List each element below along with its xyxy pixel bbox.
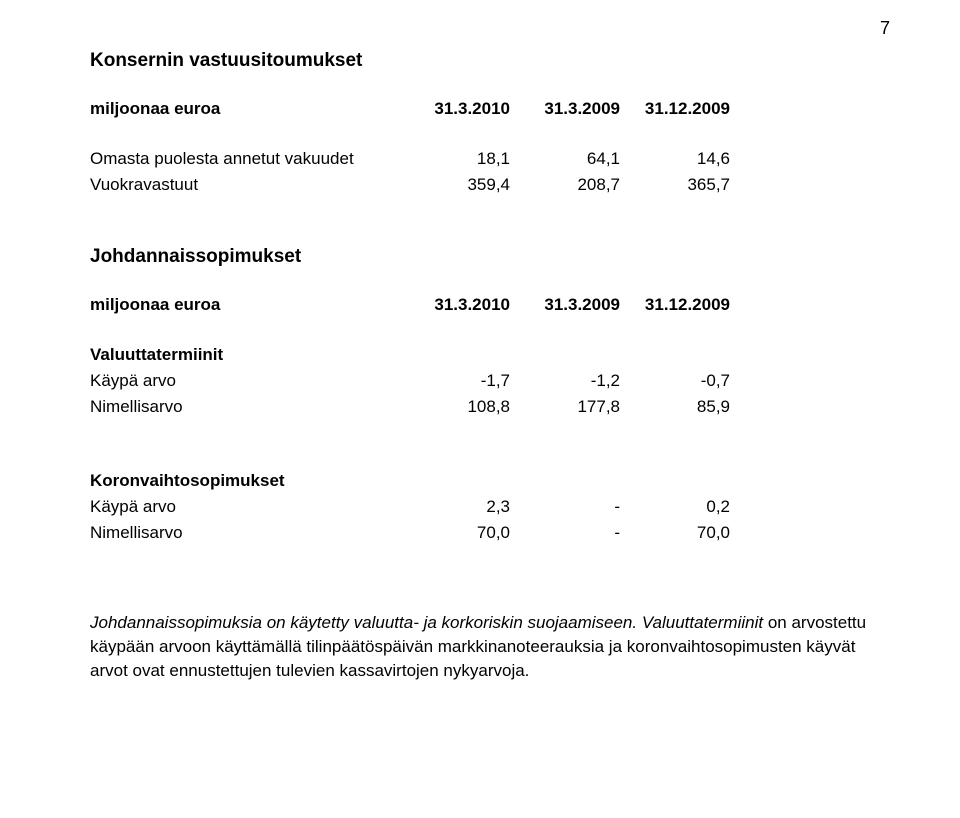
row-label: Omasta puolesta annetut vakuudet: [90, 146, 400, 172]
header-col: 31.3.2010: [400, 96, 510, 122]
table-row: Nimellisarvo 70,0 - 70,0: [90, 520, 730, 546]
cell: 208,7: [510, 172, 620, 198]
header-col: 31.12.2009: [620, 96, 730, 122]
row-label: Nimellisarvo: [90, 520, 400, 546]
header-col: 31.3.2009: [510, 96, 620, 122]
cell: 14,6: [620, 146, 730, 172]
cell: -: [510, 520, 620, 546]
cell: 70,0: [620, 520, 730, 546]
cell: 108,8: [400, 394, 510, 420]
narrative-italic-lead: Johdannaissopimuksia on käytetty valuutt…: [90, 613, 763, 632]
header-label: miljoonaa euroa: [90, 96, 400, 122]
cell: 2,3: [400, 494, 510, 520]
swaps-subheader: Koronvaihtosopimukset: [90, 468, 730, 494]
commitments-table: miljoonaa euroa 31.3.2010 31.3.2009 31.1…: [90, 96, 730, 198]
row-label: Käypä arvo: [90, 368, 400, 394]
page-number: 7: [880, 18, 890, 39]
commitments-title: Konsernin vastuusitoumukset: [90, 50, 890, 72]
table-row: Käypä arvo 2,3 - 0,2: [90, 494, 730, 520]
cell: -: [510, 494, 620, 520]
cell: -1,7: [400, 368, 510, 394]
cell: 70,0: [400, 520, 510, 546]
fx-title: Valuuttatermiinit: [90, 342, 730, 368]
cell: 359,4: [400, 172, 510, 198]
cell: 0,2: [620, 494, 730, 520]
header-col: 31.12.2009: [620, 292, 730, 318]
table-row: Omasta puolesta annetut vakuudet 18,1 64…: [90, 146, 730, 172]
table-row: Käypä arvo -1,7 -1,2 -0,7: [90, 368, 730, 394]
row-label: Käypä arvo: [90, 494, 400, 520]
table-row: Vuokravastuut 359,4 208,7 365,7: [90, 172, 730, 198]
cell: 64,1: [510, 146, 620, 172]
row-label: Nimellisarvo: [90, 394, 400, 420]
cell: -1,2: [510, 368, 620, 394]
cell: 365,7: [620, 172, 730, 198]
cell: 177,8: [510, 394, 620, 420]
swaps-table: Koronvaihtosopimukset Käypä arvo 2,3 - 0…: [90, 468, 730, 546]
header-label: miljoonaa euroa: [90, 292, 400, 318]
header-col: 31.3.2010: [400, 292, 510, 318]
cell: 18,1: [400, 146, 510, 172]
table-header-row: miljoonaa euroa 31.3.2010 31.3.2009 31.1…: [90, 292, 730, 318]
derivatives-title: Johdannaissopimukset: [90, 246, 890, 268]
narrative-paragraph: Johdannaissopimuksia on käytetty valuutt…: [90, 611, 870, 682]
header-col: 31.3.2009: [510, 292, 620, 318]
table-row: Nimellisarvo 108,8 177,8 85,9: [90, 394, 730, 420]
cell: 85,9: [620, 394, 730, 420]
table-header-row: miljoonaa euroa 31.3.2010 31.3.2009 31.1…: [90, 96, 730, 122]
derivatives-table: miljoonaa euroa 31.3.2010 31.3.2009 31.1…: [90, 292, 730, 420]
cell: -0,7: [620, 368, 730, 394]
swaps-title: Koronvaihtosopimukset: [90, 468, 730, 494]
fx-subheader: Valuuttatermiinit: [90, 342, 730, 368]
row-label: Vuokravastuut: [90, 172, 400, 198]
